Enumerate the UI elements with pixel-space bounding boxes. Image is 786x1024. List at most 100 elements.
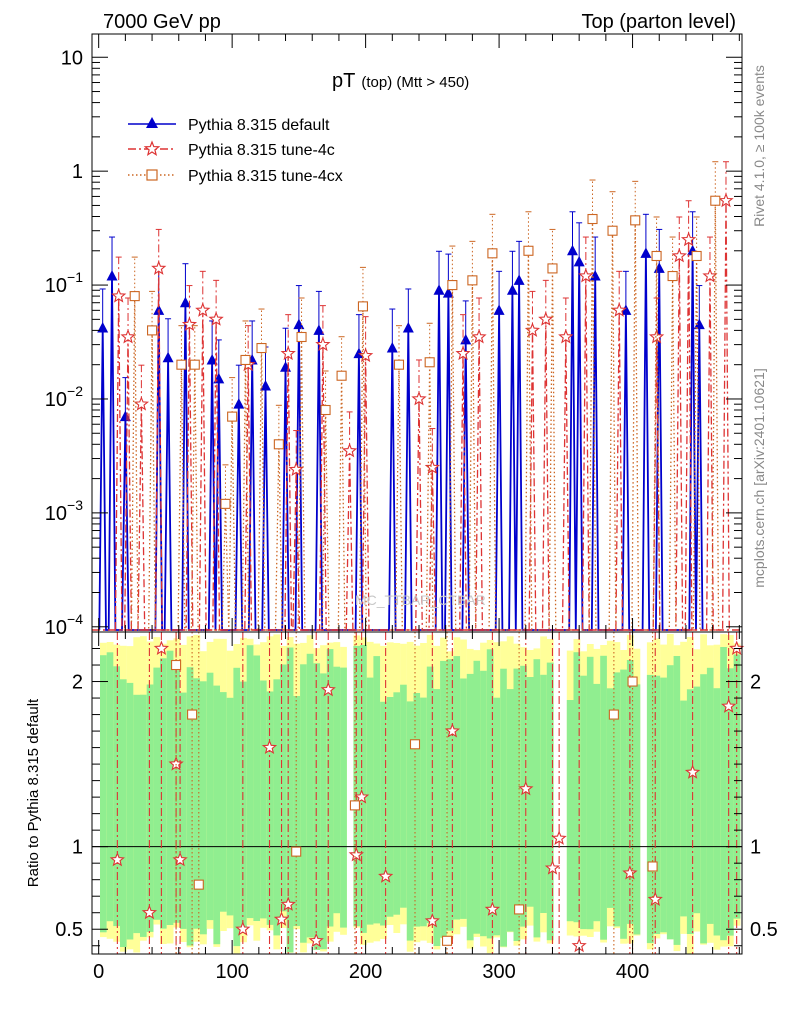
main-y-tick-label: 1 bbox=[72, 161, 83, 183]
uncertainty-band-green bbox=[600, 655, 607, 940]
header-left: 7000 GeV pp bbox=[103, 11, 221, 33]
legend-item-tune4cx: Pythia 8.315 tune-4cx bbox=[128, 168, 343, 185]
data-point-star bbox=[648, 328, 665, 344]
data-point-square bbox=[630, 215, 641, 226]
data-point-square bbox=[176, 359, 187, 370]
data-point-square bbox=[296, 331, 307, 343]
ratio-point-star bbox=[378, 868, 394, 883]
uncertainty-band-green bbox=[693, 686, 701, 914]
uncertainty-band-green bbox=[260, 680, 267, 919]
ratio-x-axis: 0 100 200 300 400 bbox=[93, 632, 740, 983]
uncertainty-band-green bbox=[613, 672, 621, 927]
main-y-tick-label: 10−2 bbox=[45, 383, 83, 411]
uncertainty-band-green bbox=[313, 663, 321, 950]
ratio-point-star bbox=[273, 911, 290, 926]
data-point-star bbox=[411, 390, 427, 406]
data-point-square bbox=[336, 370, 347, 381]
ratio-y-tick-label-right: 0.5 bbox=[750, 919, 778, 941]
main-x-axis bbox=[98, 34, 740, 632]
data-point-star bbox=[357, 347, 374, 363]
uncertainty-band-green bbox=[106, 652, 114, 922]
data-point-triangle bbox=[293, 318, 305, 330]
ratio-point-star bbox=[280, 896, 296, 911]
ratio-point-square bbox=[171, 659, 182, 671]
data-point-square bbox=[587, 213, 598, 225]
ratio-series-tune4cx bbox=[171, 632, 658, 954]
uncertainty-band-green bbox=[546, 662, 554, 941]
ratio-series-layer bbox=[109, 632, 745, 954]
ratio-y-label: Ratio to Pythia 8.315 default bbox=[25, 698, 42, 887]
x-tick-label: 0 bbox=[93, 961, 104, 983]
ratio-point-star bbox=[518, 780, 534, 796]
ratio-uncertainty-bands bbox=[100, 634, 741, 954]
data-point-square bbox=[256, 342, 267, 354]
data-point-triangle bbox=[402, 321, 414, 333]
uncertainty-band-green bbox=[566, 700, 574, 922]
data-point-triangle bbox=[493, 304, 505, 315]
uncertainty-band-green bbox=[186, 667, 194, 946]
uncertainty-band-green bbox=[246, 645, 254, 919]
data-point-star bbox=[111, 288, 127, 303]
rivet-info: Rivet 4.1.0, ≥ 100k events bbox=[751, 65, 767, 227]
uncertainty-band-green bbox=[166, 650, 174, 925]
ratio-y-tick-label: 0.5 bbox=[55, 919, 83, 941]
data-point-triangle bbox=[693, 318, 705, 330]
uncertainty-band-green bbox=[293, 696, 301, 927]
data-point-triangle bbox=[206, 353, 218, 365]
uncertainty-band-green bbox=[453, 656, 461, 920]
data-point-star bbox=[538, 311, 554, 326]
main-y-tick-label: 10−4 bbox=[45, 611, 83, 639]
uncertainty-band-green bbox=[633, 684, 641, 935]
uncertainty-band-green bbox=[713, 688, 721, 936]
uncertainty-band-green bbox=[153, 667, 161, 920]
ratio-point-star bbox=[684, 764, 701, 779]
ratio-point-square bbox=[627, 676, 638, 687]
uncertainty-band-green bbox=[273, 679, 281, 936]
ratio-point-star bbox=[353, 789, 370, 804]
uncertainty-band-green bbox=[480, 670, 487, 937]
uncertainty-band-green bbox=[360, 645, 367, 933]
uncertainty-band-green bbox=[220, 692, 227, 912]
ratio-y-tick-label-right: 2 bbox=[750, 672, 761, 694]
uncertainty-band-green bbox=[706, 667, 714, 924]
data-point-triangle bbox=[233, 398, 245, 409]
main-y-tick-label: 10−3 bbox=[45, 497, 83, 525]
data-point-square bbox=[220, 498, 231, 509]
main-y-axis: 10 1 10−1 10−2 10−3 10−4 bbox=[45, 47, 742, 639]
data-point-triangle bbox=[566, 244, 578, 256]
uncertainty-band-green bbox=[280, 664, 287, 912]
data-point-star bbox=[680, 231, 697, 247]
data-point-star bbox=[151, 260, 167, 275]
legend-label-default: Pythia 8.315 default bbox=[188, 117, 330, 134]
ratio-point-star bbox=[721, 698, 737, 713]
uncertainty-band-green bbox=[180, 692, 187, 929]
uncertainty-band-green bbox=[686, 689, 694, 934]
ratio-point-star bbox=[484, 901, 501, 916]
data-point-square bbox=[447, 280, 458, 291]
ratio-point-star bbox=[647, 891, 663, 907]
uncertainty-band-green bbox=[486, 649, 494, 939]
data-point-square bbox=[189, 359, 200, 370]
plot-title-main: pT bbox=[332, 70, 355, 92]
uncertainty-band-green bbox=[426, 666, 434, 924]
ratio-point-star bbox=[308, 932, 324, 948]
data-point-square bbox=[393, 359, 405, 370]
ratio-point-star bbox=[544, 860, 561, 875]
uncertainty-band-green bbox=[620, 669, 627, 939]
uncertainty-band-green bbox=[700, 674, 707, 944]
main-y-tick-label: 10−1 bbox=[45, 269, 83, 297]
data-point-square bbox=[357, 301, 368, 312]
data-point-triangle bbox=[119, 410, 131, 422]
data-point-square bbox=[320, 404, 331, 416]
ratio-y-axis: 0.5 0.5 1 1 2 2 bbox=[55, 648, 778, 947]
legend-marker-triangle bbox=[146, 117, 158, 128]
ratio-point-star bbox=[320, 681, 336, 697]
ratio-point-square bbox=[647, 861, 658, 872]
ratio-point-star bbox=[444, 723, 461, 738]
ratio-point-square bbox=[291, 846, 302, 857]
data-point-triangle bbox=[260, 379, 272, 391]
data-point-triangle bbox=[313, 324, 325, 335]
uncertainty-band-green bbox=[653, 675, 661, 934]
plot-title-sub: (top) (Mtt > 450) bbox=[361, 74, 469, 91]
uncertainty-band-green bbox=[386, 697, 394, 917]
